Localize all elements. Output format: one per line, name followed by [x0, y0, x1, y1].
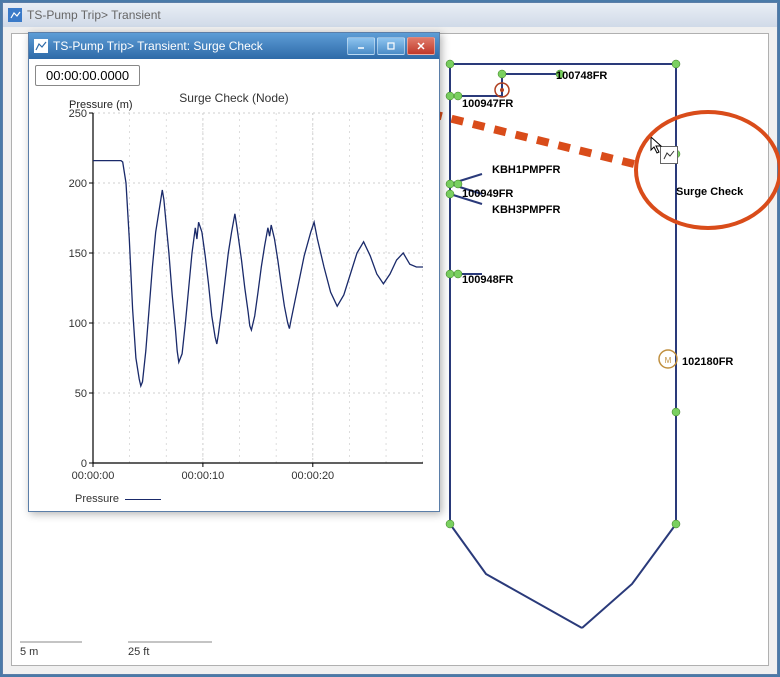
chart-legend: Pressure [75, 493, 161, 505]
chart-window[interactable]: TS-Pump Trip> Transient: Surge Check 00:… [28, 32, 440, 512]
svg-text:250: 250 [69, 108, 87, 120]
svg-text:100: 100 [69, 318, 87, 330]
legend-label: Pressure [75, 493, 119, 505]
scale-label-ft: 25 ft [128, 646, 149, 658]
svg-text:0: 0 [81, 458, 87, 470]
svg-text:00:00:10: 00:00:10 [181, 470, 224, 482]
legend-line-icon [125, 499, 161, 500]
svg-text:150: 150 [69, 248, 87, 260]
pressure-chart: 0 50 100 150 200 250 00:00:00 00:00:10 00:00:20 [29, 33, 441, 513]
svg-text:200: 200 [69, 178, 87, 190]
app-icon [7, 7, 23, 23]
svg-text:50: 50 [75, 388, 87, 400]
main-titlebar[interactable]: TS-Pump Trip> Transient [3, 3, 777, 27]
svg-text:00:00:20: 00:00:20 [291, 470, 334, 482]
svg-text:00:00:00: 00:00:00 [72, 470, 115, 482]
scale-label-m: 5 m [20, 646, 38, 658]
main-window-title: TS-Pump Trip> Transient [27, 8, 161, 22]
